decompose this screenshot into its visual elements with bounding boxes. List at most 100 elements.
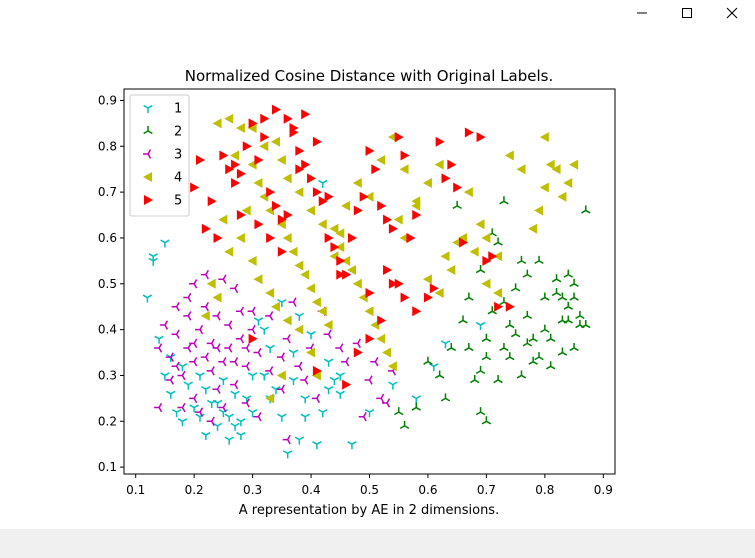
data-point bbox=[382, 347, 392, 358]
data-point bbox=[393, 214, 403, 225]
data-point bbox=[487, 306, 497, 315]
data-point bbox=[376, 333, 386, 344]
data-point bbox=[516, 164, 526, 175]
x-tick-label: 0.1 bbox=[126, 483, 145, 497]
data-point bbox=[200, 301, 209, 312]
y-tick-label: 0.5 bbox=[98, 277, 117, 291]
data-point bbox=[453, 182, 463, 193]
series-1 bbox=[142, 179, 486, 459]
data-point bbox=[300, 269, 310, 280]
data-point bbox=[499, 342, 509, 352]
data-point bbox=[434, 159, 444, 170]
data-point bbox=[335, 242, 345, 253]
data-point bbox=[183, 292, 192, 303]
data-point bbox=[294, 436, 305, 445]
data-point bbox=[423, 356, 433, 365]
data-point bbox=[300, 413, 310, 422]
data-point bbox=[370, 320, 380, 331]
data-point bbox=[359, 191, 369, 202]
data-point bbox=[387, 132, 397, 143]
data-point bbox=[522, 269, 533, 278]
data-point bbox=[323, 358, 334, 367]
chart-title: Normalized Cosine Distance with Original… bbox=[185, 67, 553, 85]
data-point bbox=[247, 306, 256, 317]
data-point bbox=[323, 386, 334, 395]
data-point bbox=[241, 361, 250, 372]
data-point bbox=[270, 301, 280, 312]
data-point bbox=[160, 239, 170, 248]
data-point bbox=[306, 283, 316, 294]
data-point bbox=[300, 395, 310, 404]
data-point bbox=[551, 164, 561, 175]
data-point bbox=[539, 182, 549, 193]
x-tick-label: 0.5 bbox=[360, 483, 379, 497]
data-point bbox=[218, 214, 228, 225]
data-point bbox=[557, 292, 568, 301]
data-point bbox=[482, 255, 492, 266]
data-point bbox=[429, 363, 439, 372]
minimize-button[interactable] bbox=[620, 0, 665, 28]
x-tick-label: 0.2 bbox=[185, 483, 204, 497]
data-point bbox=[294, 324, 304, 335]
plot-area bbox=[142, 104, 591, 459]
data-point bbox=[545, 361, 556, 370]
data-point bbox=[160, 372, 170, 381]
data-point bbox=[282, 334, 291, 344]
legend-label: 3 bbox=[174, 148, 182, 163]
data-point bbox=[183, 311, 192, 321]
data-point bbox=[189, 356, 198, 367]
data-point bbox=[177, 363, 188, 372]
data-point bbox=[557, 191, 567, 202]
x-tick-label: 0.3 bbox=[243, 483, 262, 497]
data-point bbox=[569, 342, 579, 352]
data-point bbox=[377, 200, 387, 211]
data-point bbox=[481, 333, 492, 342]
data-point bbox=[306, 205, 316, 216]
minimize-icon bbox=[637, 12, 647, 14]
data-point bbox=[534, 205, 544, 216]
data-point bbox=[342, 269, 352, 280]
data-point bbox=[382, 398, 391, 408]
data-point bbox=[212, 118, 222, 129]
data-point bbox=[312, 136, 322, 147]
x-axis: 0.1 0.2 0.3 0.4 0.5 0.6 0.7 0.8 0.9 bbox=[126, 474, 613, 497]
data-point bbox=[171, 329, 180, 339]
legend-label: 1 bbox=[174, 102, 182, 117]
data-point bbox=[464, 342, 474, 352]
data-point bbox=[318, 408, 328, 418]
data-point bbox=[516, 255, 527, 265]
data-point bbox=[212, 311, 221, 321]
data-point bbox=[534, 255, 544, 265]
data-point bbox=[200, 310, 210, 321]
data-point bbox=[231, 177, 241, 188]
data-point bbox=[282, 315, 292, 326]
data-point bbox=[276, 219, 286, 230]
legend-label: 4 bbox=[174, 171, 182, 186]
data-point bbox=[569, 278, 579, 287]
close-button[interactable] bbox=[710, 0, 755, 28]
bottom-toolbar bbox=[0, 529, 755, 558]
data-point bbox=[563, 269, 573, 278]
data-point bbox=[481, 278, 491, 289]
legend-box bbox=[129, 94, 190, 217]
data-point bbox=[493, 375, 503, 384]
x-tick-label: 0.6 bbox=[418, 483, 437, 497]
maximize-button[interactable] bbox=[665, 0, 710, 28]
data-point bbox=[289, 122, 299, 133]
scatter-chart: Normalized Cosine Distance with Original… bbox=[98, 67, 616, 518]
data-point bbox=[557, 315, 568, 324]
data-point bbox=[183, 343, 192, 353]
x-tick-label: 0.8 bbox=[535, 483, 554, 497]
legend-entry: 2 bbox=[143, 125, 182, 140]
data-point bbox=[276, 384, 285, 394]
y-tick-label: 0.8 bbox=[98, 139, 117, 153]
data-point bbox=[557, 347, 568, 356]
data-point bbox=[475, 407, 486, 416]
data-point bbox=[259, 372, 270, 381]
data-point bbox=[458, 315, 468, 324]
data-point bbox=[230, 422, 240, 431]
data-point bbox=[347, 441, 357, 450]
data-point bbox=[575, 310, 585, 320]
data-point bbox=[206, 416, 215, 427]
data-point bbox=[248, 118, 258, 129]
